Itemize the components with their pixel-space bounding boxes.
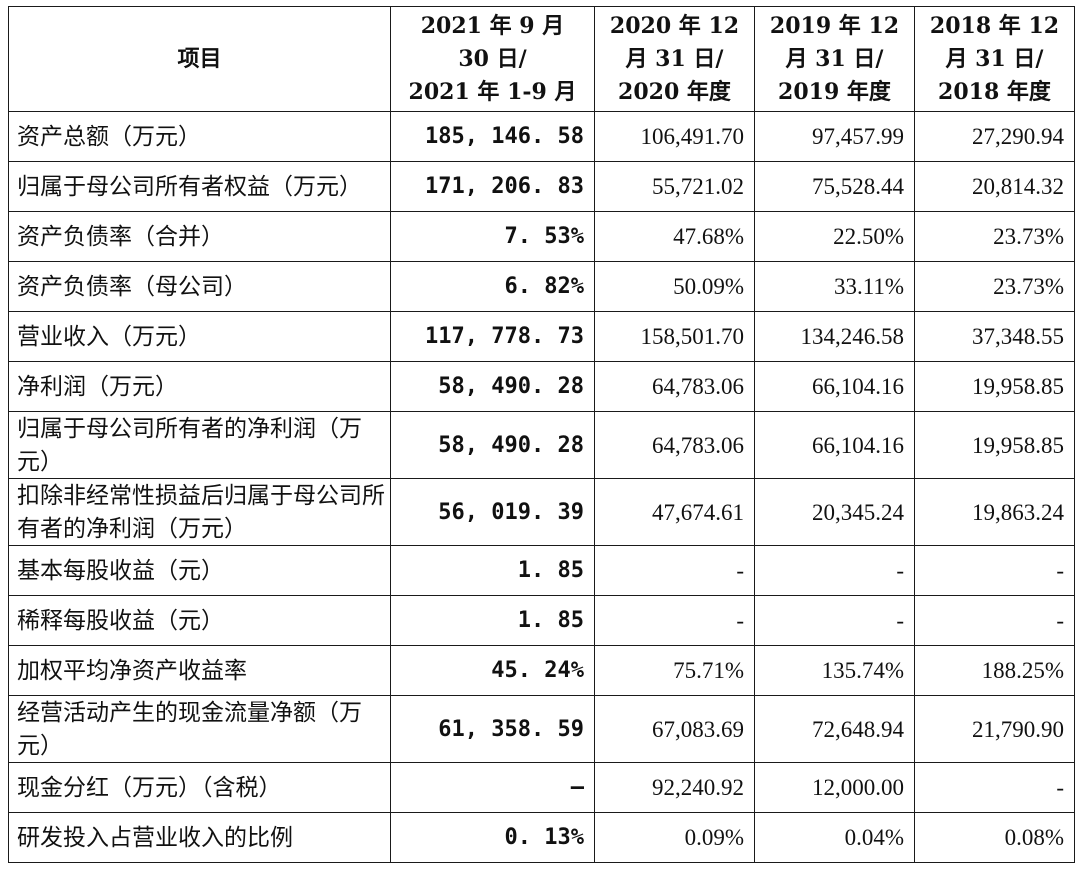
cell-2019: 66,104.16 <box>754 411 915 479</box>
cell-2020: 47.68% <box>594 211 755 262</box>
cell-2018: 19,863.24 <box>914 478 1075 546</box>
table-row: 研发投入占营业收入的比例 0. 13% 0.09% 0.04% 0.08% <box>8 812 1075 863</box>
cell-2021: 1. 85 <box>390 545 595 596</box>
row-label: 经营活动产生的现金流量净额（万元） <box>8 695 391 763</box>
header-row: 项目 2021 年 9 月 30 日/ 2021 年 1-9 月 2020 年 … <box>8 6 1075 112</box>
cell-2021: 7. 53% <box>390 211 595 262</box>
header-2019: 2019 年 12 月 31 日/ 2019 年度 <box>754 6 915 112</box>
cell-2018: 27,290.94 <box>914 111 1075 162</box>
table-row: 资产总额（万元） 185, 146. 58 106,491.70 97,457.… <box>8 111 1075 162</box>
table-row: 资产负债率（母公司） 6. 82% 50.09% 33.11% 23.73% <box>8 261 1075 312</box>
cell-2018: 23.73% <box>914 261 1075 312</box>
cell-2019: 0.04% <box>754 812 915 863</box>
cell-2018: 20,814.32 <box>914 161 1075 212</box>
financial-table-container: 项目 2021 年 9 月 30 日/ 2021 年 1-9 月 2020 年 … <box>8 6 1075 863</box>
cell-2021: 61, 358. 59 <box>390 695 595 763</box>
cell-2018: - <box>914 595 1075 646</box>
cell-2018: 19,958.85 <box>914 411 1075 479</box>
cell-2019: - <box>754 545 915 596</box>
cell-2021: 6. 82% <box>390 261 595 312</box>
cell-2021: 58, 490. 28 <box>390 361 595 412</box>
cell-2018: 0.08% <box>914 812 1075 863</box>
table-row: 归属于母公司所有者的净利润（万元） 58, 490. 28 64,783.06 … <box>8 411 1075 479</box>
cell-2019: 75,528.44 <box>754 161 915 212</box>
cell-2018: 37,348.55 <box>914 311 1075 362</box>
cell-2020: 47,674.61 <box>594 478 755 546</box>
cell-2020: 0.09% <box>594 812 755 863</box>
cell-2019: 135.74% <box>754 645 915 696</box>
cell-2019: 20,345.24 <box>754 478 915 546</box>
table-row: 加权平均净资产收益率 45. 24% 75.71% 135.74% 188.25… <box>8 645 1075 696</box>
row-label: 资产负债率（母公司） <box>8 261 391 312</box>
header-2020: 2020 年 12 月 31 日/ 2020 年度 <box>594 6 755 112</box>
row-label: 归属于母公司所有者的净利润（万元） <box>8 411 391 479</box>
cell-2021: 45. 24% <box>390 645 595 696</box>
cell-2021: 0. 13% <box>390 812 595 863</box>
table-row: 扣除非经常性损益后归属于母公司所有者的净利润（万元） 56, 019. 39 4… <box>8 478 1075 546</box>
cell-2020: 50.09% <box>594 261 755 312</box>
cell-2021: 171, 206. 83 <box>390 161 595 212</box>
cell-2020: 67,083.69 <box>594 695 755 763</box>
cell-2019: 72,648.94 <box>754 695 915 763</box>
table-row: 资产负债率（合并） 7. 53% 47.68% 22.50% 23.73% <box>8 211 1075 262</box>
cell-2020: 158,501.70 <box>594 311 755 362</box>
cell-2018: 23.73% <box>914 211 1075 262</box>
row-label: 加权平均净资产收益率 <box>8 645 391 696</box>
row-label: 归属于母公司所有者权益（万元） <box>8 161 391 212</box>
row-label: 营业收入（万元） <box>8 311 391 362</box>
cell-2019: 66,104.16 <box>754 361 915 412</box>
table-row: 净利润（万元） 58, 490. 28 64,783.06 66,104.16 … <box>8 361 1075 412</box>
cell-2020: - <box>594 545 755 596</box>
cell-2018: - <box>914 545 1075 596</box>
cell-2020: 75.71% <box>594 645 755 696</box>
row-label: 资产总额（万元） <box>8 111 391 162</box>
table-row: 稀释每股收益（元） 1. 85 - - - <box>8 595 1075 646</box>
row-label: 基本每股收益（元） <box>8 545 391 596</box>
cell-2020: 64,783.06 <box>594 411 755 479</box>
cell-2020: 55,721.02 <box>594 161 755 212</box>
row-label: 净利润（万元） <box>8 361 391 412</box>
cell-2021: – <box>390 762 595 813</box>
cell-2020: 92,240.92 <box>594 762 755 813</box>
header-2021-q3: 2021 年 9 月 30 日/ 2021 年 1-9 月 <box>390 6 595 112</box>
row-label: 资产负债率（合并） <box>8 211 391 262</box>
table-row: 现金分红（万元）（含税） – 92,240.92 12,000.00 - <box>8 762 1075 813</box>
header-item: 项目 <box>8 6 391 112</box>
row-label: 现金分红（万元）（含税） <box>8 762 391 813</box>
cell-2019: 22.50% <box>754 211 915 262</box>
header-2018: 2018 年 12 月 31 日/ 2018 年度 <box>914 6 1075 112</box>
cell-2021: 1. 85 <box>390 595 595 646</box>
cell-2019: 12,000.00 <box>754 762 915 813</box>
cell-2019: 33.11% <box>754 261 915 312</box>
cell-2020: 106,491.70 <box>594 111 755 162</box>
row-label: 研发投入占营业收入的比例 <box>8 812 391 863</box>
financial-indicators-table: 项目 2021 年 9 月 30 日/ 2021 年 1-9 月 2020 年 … <box>8 6 1075 863</box>
cell-2019: - <box>754 595 915 646</box>
cell-2020: - <box>594 595 755 646</box>
row-label: 扣除非经常性损益后归属于母公司所有者的净利润（万元） <box>8 478 391 546</box>
cell-2018: - <box>914 762 1075 813</box>
table-row: 基本每股收益（元） 1. 85 - - - <box>8 545 1075 596</box>
cell-2019: 97,457.99 <box>754 111 915 162</box>
table-row: 归属于母公司所有者权益（万元） 171, 206. 83 55,721.02 7… <box>8 161 1075 212</box>
cell-2021: 56, 019. 39 <box>390 478 595 546</box>
cell-2021: 185, 146. 58 <box>390 111 595 162</box>
cell-2018: 19,958.85 <box>914 361 1075 412</box>
cell-2018: 188.25% <box>914 645 1075 696</box>
cell-2021: 117, 778. 73 <box>390 311 595 362</box>
table-row: 经营活动产生的现金流量净额（万元） 61, 358. 59 67,083.69 … <box>8 695 1075 763</box>
table-row: 营业收入（万元） 117, 778. 73 158,501.70 134,246… <box>8 311 1075 362</box>
row-label: 稀释每股收益（元） <box>8 595 391 646</box>
cell-2021: 58, 490. 28 <box>390 411 595 479</box>
cell-2018: 21,790.90 <box>914 695 1075 763</box>
cell-2020: 64,783.06 <box>594 361 755 412</box>
cell-2019: 134,246.58 <box>754 311 915 362</box>
